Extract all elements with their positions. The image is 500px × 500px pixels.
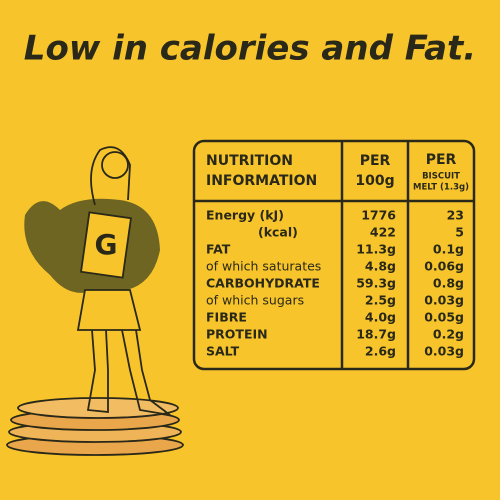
per-biscuit-value: 5 [455,225,464,240]
per-100g-value: 59.3g [356,276,396,291]
column-header: BISCUIT [422,172,460,182]
svg-text:G: G [95,228,118,261]
column-header: 100g [355,173,394,189]
per-100g-value: 4.0g [365,310,396,325]
per-100g-value: 2.6g [365,344,396,359]
per-biscuit-value: 0.06g [424,259,464,274]
row-label: FAT [206,242,231,257]
per-100g-value: 4.8g [365,259,396,274]
illustration: G [6,146,184,456]
per-biscuit-value: 23 [447,208,464,223]
per-100g-value: 422 [370,225,396,240]
per-100g-value: 1776 [361,208,396,223]
column-header: INFORMATION [206,173,317,189]
row-label: CARBOHYDRATE [206,276,320,291]
column-header: PER [426,152,457,168]
row-label: of which sugars [206,293,304,308]
nutrition-table: NUTRITION INFORMATION PER 100g PER BISCU… [192,139,476,371]
row-label: PROTEIN [206,327,268,342]
per-biscuit-value: 0.05g [424,310,464,325]
row-label: FIBRE [206,310,247,325]
row-label: of which saturates [206,259,321,274]
per-biscuit-value: 0.8g [433,276,464,291]
per-100g-value: 18.7g [356,327,396,342]
column-header: MELT (1.3g) [413,183,469,193]
headline: Low in calories and Fat. [24,29,476,69]
table-border [192,139,476,371]
per-100g-value: 2.5g [365,293,396,308]
per-biscuit-value: 0.1g [433,242,464,257]
row-label: (kcal) [258,225,298,240]
per-biscuit-value: 0.03g [424,344,464,359]
column-header: NUTRITION [206,153,293,169]
per-100g-value: 11.3g [356,242,396,257]
row-label: SALT [206,344,240,359]
per-biscuit-value: 0.03g [424,293,464,308]
row-label: Energy (kJ) [206,208,284,223]
per-biscuit-value: 0.2g [433,327,464,342]
column-header: PER [360,153,391,169]
